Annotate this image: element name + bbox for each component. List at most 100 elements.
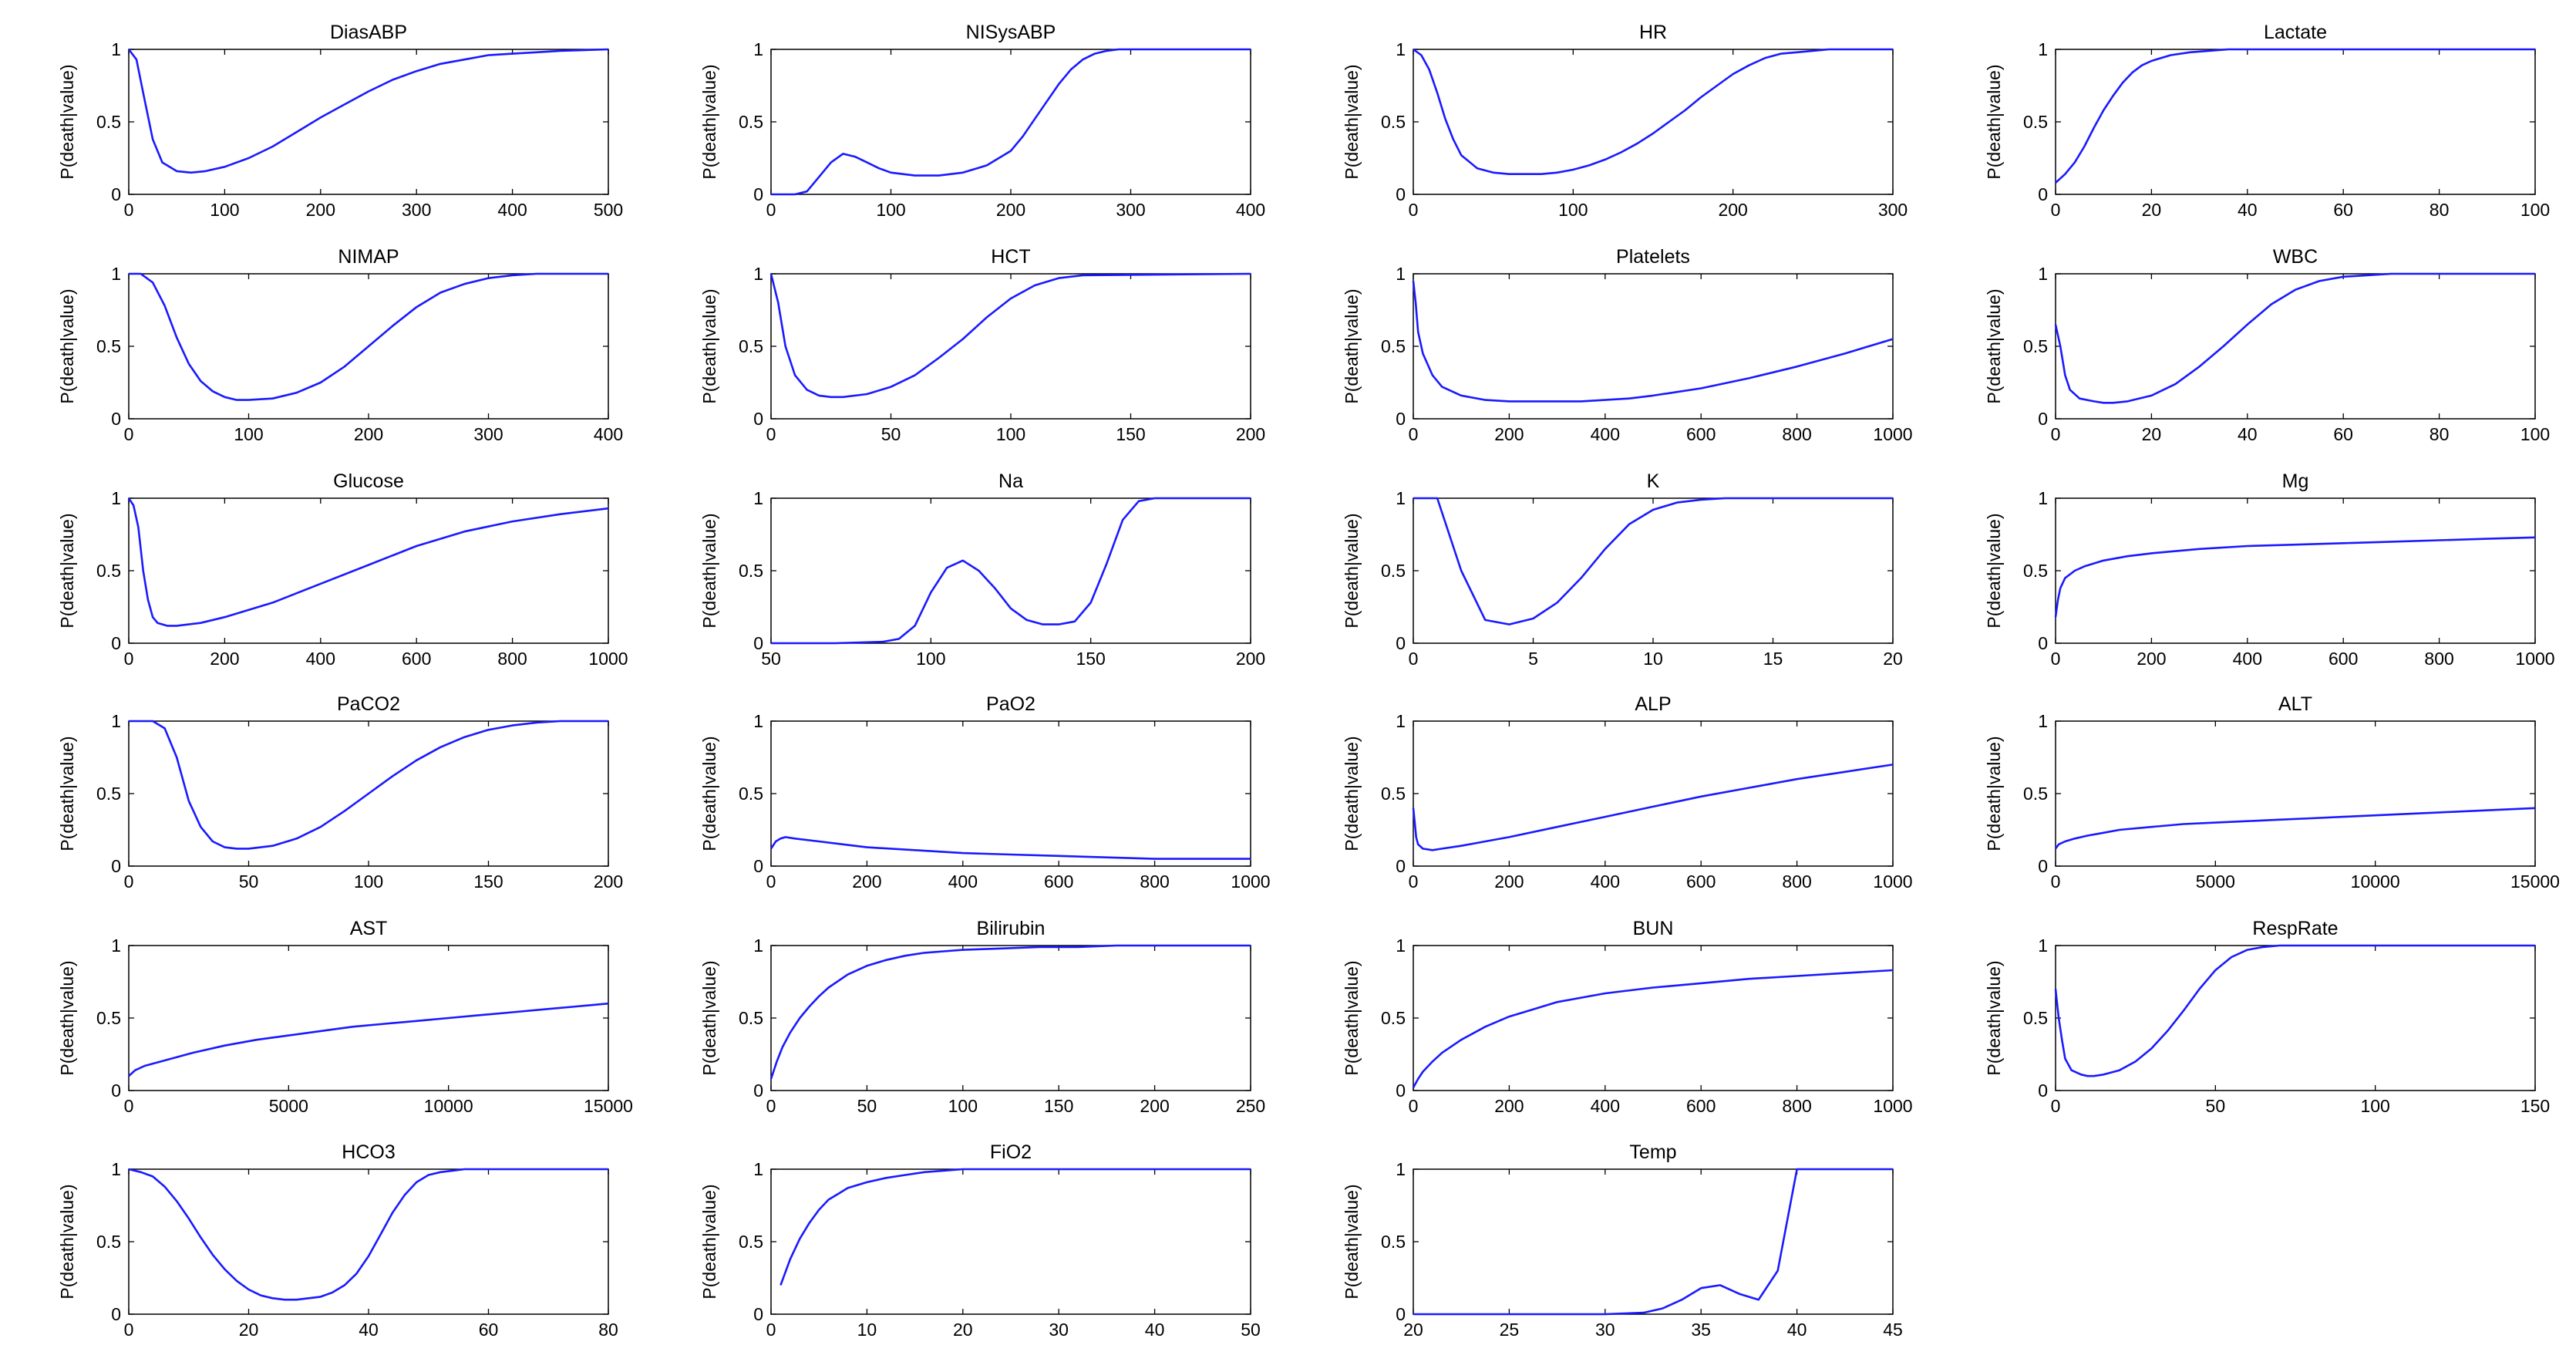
axes-box <box>1413 1168 1894 1315</box>
series-line-bilirubin <box>769 944 1251 1080</box>
y-tick-label: 1 <box>111 936 121 956</box>
x-tick-label: 200 <box>306 200 335 220</box>
chart-title: Temp <box>1629 1141 1676 1163</box>
y-axis-label: P(death|value) <box>699 513 719 628</box>
series-line-wbc <box>2054 272 2535 404</box>
y-tick-label: 0.5 <box>1381 784 1406 804</box>
y-tick-label: 0.5 <box>2023 784 2048 804</box>
x-tick-label: 0 <box>124 649 134 669</box>
x-tick-label: 100 <box>2520 424 2550 444</box>
y-axis-label: P(death|value) <box>1342 736 1362 851</box>
panel-temp: Temp P(death|value) 20 25 30 35 40 45 0 0.5 1 <box>1342 1141 1903 1340</box>
chart-title: PaCO2 <box>337 693 400 715</box>
axes-box <box>770 945 1251 1091</box>
x-tick-label: 10 <box>857 1320 877 1340</box>
x-tick-label: 20 <box>2142 424 2162 444</box>
series-line-bun <box>1412 969 1894 1088</box>
y-tick-label: 0 <box>111 856 121 876</box>
panel-fio2: FiO2 P(death|value) 0 10 20 30 40 50 0 0.5 1 <box>699 1141 1261 1340</box>
x-tick-label: 15000 <box>2510 871 2560 892</box>
x-tick-label: 100 <box>948 1096 978 1116</box>
y-tick-label: 0 <box>753 856 763 876</box>
x-tick-label: 10000 <box>424 1096 473 1116</box>
y-axis-label: P(death|value) <box>1342 1184 1362 1299</box>
x-tick-label: 200 <box>1494 871 1524 892</box>
x-tick-label: 20 <box>1403 1320 1423 1340</box>
x-tick-label: 80 <box>598 1320 618 1340</box>
x-tick-label: 0 <box>766 1320 776 1340</box>
x-tick-label: 30 <box>1049 1320 1069 1340</box>
y-axis-label: P(death|value) <box>57 1184 77 1299</box>
panel-alt: ALT P(death|value) 0 5000 10000 15000 0 0.5 1 <box>1984 693 2560 892</box>
x-tick-label: 500 <box>594 200 623 220</box>
chart-title: Lactate <box>2264 22 2327 43</box>
x-tick-label: 50 <box>2206 1096 2226 1116</box>
series-line-pao2 <box>769 836 1251 860</box>
x-tick-label: 100 <box>210 200 239 220</box>
x-tick-label: 50 <box>881 424 901 444</box>
chart-title: ALP <box>1635 693 1671 715</box>
chart-ast: AST P(death|value) 0 5000 10000 15000 0 0.5 1 <box>57 918 633 1116</box>
panel-hct: HCT P(death|value) 0 50 100 150 200 0 0.5 1 <box>699 246 1265 444</box>
series-line-ast <box>128 1002 609 1077</box>
series-line-nisysabp <box>771 48 1251 196</box>
x-tick-label: 15 <box>1763 649 1783 669</box>
y-tick-label: 0.5 <box>1381 336 1406 356</box>
series-line-lactate <box>2055 48 2535 184</box>
y-axis-label: P(death|value) <box>1984 736 2004 851</box>
x-tick-label: 1000 <box>1873 1096 1912 1116</box>
y-tick-label: 0 <box>2038 633 2048 653</box>
y-tick-label: 0.5 <box>739 784 763 804</box>
y-tick-label: 0 <box>111 409 121 429</box>
y-tick-label: 0.5 <box>739 561 763 581</box>
x-tick-label: 400 <box>1591 424 1620 444</box>
y-tick-label: 0.5 <box>1381 1232 1406 1252</box>
x-tick-label: 0 <box>1409 424 1419 444</box>
chart-bilirubin: Bilirubin P(death|value) 0 50 100 150 200 250 0 0… <box>699 918 1265 1116</box>
y-axis-label: P(death|value) <box>699 1184 719 1299</box>
y-axis-label: P(death|value) <box>1342 64 1362 179</box>
y-tick-label: 0.5 <box>2023 1008 2048 1028</box>
chart-title: NISysABP <box>966 22 1056 43</box>
y-axis-label: P(death|value) <box>57 513 77 628</box>
y-axis-label: P(death|value) <box>57 736 77 851</box>
x-tick-label: 80 <box>2430 200 2450 220</box>
x-tick-label: 80 <box>2430 424 2450 444</box>
y-tick-label: 0.5 <box>96 1232 121 1252</box>
x-tick-label: 250 <box>1236 1096 1265 1116</box>
y-tick-label: 0.5 <box>739 336 763 356</box>
x-tick-label: 200 <box>1236 424 1265 444</box>
y-tick-label: 0 <box>753 633 763 653</box>
axes-box <box>128 945 609 1091</box>
x-tick-label: 200 <box>1494 1096 1524 1116</box>
x-tick-label: 100 <box>996 424 1025 444</box>
chart-temp: Temp P(death|value) 20 25 30 35 40 45 0 0.5 1 <box>1342 1141 1903 1340</box>
chart-glucose: Glucose P(death|value) 0 200 400 600 800 1000 0 0… <box>57 470 628 669</box>
x-tick-label: 20 <box>239 1320 259 1340</box>
chart-nimap: NIMAP P(death|value) 0 100 200 300 400 0 0.5 1 <box>57 246 623 444</box>
x-tick-label: 10000 <box>2351 871 2400 892</box>
y-tick-label: 0.5 <box>96 1008 121 1028</box>
y-tick-label: 0 <box>753 1304 763 1324</box>
chart-title: NIMAP <box>338 246 399 268</box>
x-tick-label: 800 <box>1140 871 1169 892</box>
series-line-platelets <box>1412 281 1894 403</box>
x-tick-label: 60 <box>2333 424 2353 444</box>
x-tick-label: 800 <box>1782 1096 1811 1116</box>
x-tick-label: 200 <box>354 424 383 444</box>
y-tick-label: 1 <box>111 39 121 59</box>
x-tick-label: 0 <box>124 1096 134 1116</box>
axes-box <box>2055 497 2536 644</box>
y-tick-label: 1 <box>753 39 763 59</box>
x-tick-label: 100 <box>354 871 383 892</box>
y-tick-label: 0 <box>753 184 763 204</box>
x-tick-label: 45 <box>1883 1320 1903 1340</box>
x-tick-label: 5000 <box>2196 871 2235 892</box>
panel-alp: ALP P(death|value) 0 200 400 600 800 1000 0 0.5 1 <box>1342 693 1913 892</box>
chart-title: Glucose <box>333 470 404 492</box>
x-tick-label: 100 <box>234 424 263 444</box>
y-tick-label: 1 <box>753 488 763 508</box>
x-tick-label: 0 <box>1409 200 1419 220</box>
x-tick-label: 60 <box>479 1320 499 1340</box>
